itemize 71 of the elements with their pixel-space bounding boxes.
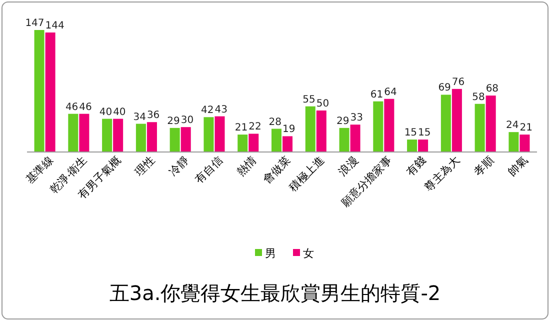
data-label: 29 [336,116,350,127]
data-label: 28 [268,116,282,128]
bar [79,114,90,152]
text: 五3a.你覺得女生最欣賞男生的特質-2 [109,281,441,305]
bar [146,122,157,152]
data-label: 21 [520,122,532,134]
data-label: 58 [472,92,485,103]
bar [384,98,394,152]
bar [282,136,293,152]
data-label: 24 [506,120,519,132]
bar [136,124,146,152]
bar [68,114,78,152]
x-tick-label: 帥氣 [506,154,530,179]
bar [180,127,191,152]
data-label: 19 [282,124,296,136]
bar [271,128,282,152]
data-label: 43 [214,104,228,116]
x-tick-label: 孝順 [472,154,496,179]
bar [34,30,44,152]
data-label: 36 [146,110,160,122]
bar [113,118,124,152]
x-tick-label: 浪漫 [336,154,361,179]
data-label: 42 [200,105,214,116]
bar [339,128,350,152]
bar [214,116,225,152]
data-label: 30 [180,115,194,126]
bar [350,124,360,152]
data-label: 68 [486,84,499,95]
data-label: 33 [350,112,364,124]
data-label: 22 [248,122,262,133]
bar [238,134,248,152]
data-label: 29 [167,116,180,127]
data-label: 46 [79,102,92,113]
bar [418,140,428,152]
bar [45,32,56,152]
bar [204,117,214,152]
data-label: 46 [65,102,78,113]
bar [248,134,259,152]
bar [520,134,530,152]
legend-label: 女 [303,247,314,260]
bar [440,94,451,152]
data-label: 40 [113,106,126,118]
bar [486,96,496,152]
bar [102,118,112,152]
data-label: 15 [418,128,431,139]
x-tick-label: 熱情 [234,154,260,179]
bar [474,104,485,152]
bar [316,110,326,152]
data-label: 50 [316,98,330,110]
x-tick-label: 有錢 [404,154,429,179]
data-label: 69 [438,82,451,94]
data-label: 21 [234,122,248,134]
x-tick-label: 理性 [133,154,158,179]
data-label: 144 [45,20,64,32]
bar [508,132,519,152]
data-label: 55 [302,94,316,106]
bar [407,140,418,152]
data-label: 40 [99,106,112,118]
legend-label: 男 [265,247,276,260]
bar [305,106,316,152]
bar [170,128,180,152]
data-label: 147 [25,18,44,29]
data-label: 15 [404,128,418,139]
data-label: 64 [384,86,397,98]
x-tick-label: 冷靜 [167,154,192,179]
x-tick-label: 有自信 [193,154,226,186]
data-label: 34 [133,112,146,123]
bar [452,88,462,152]
bar [373,101,384,152]
data-label: 76 [452,76,465,88]
data-label: 61 [370,89,384,100]
